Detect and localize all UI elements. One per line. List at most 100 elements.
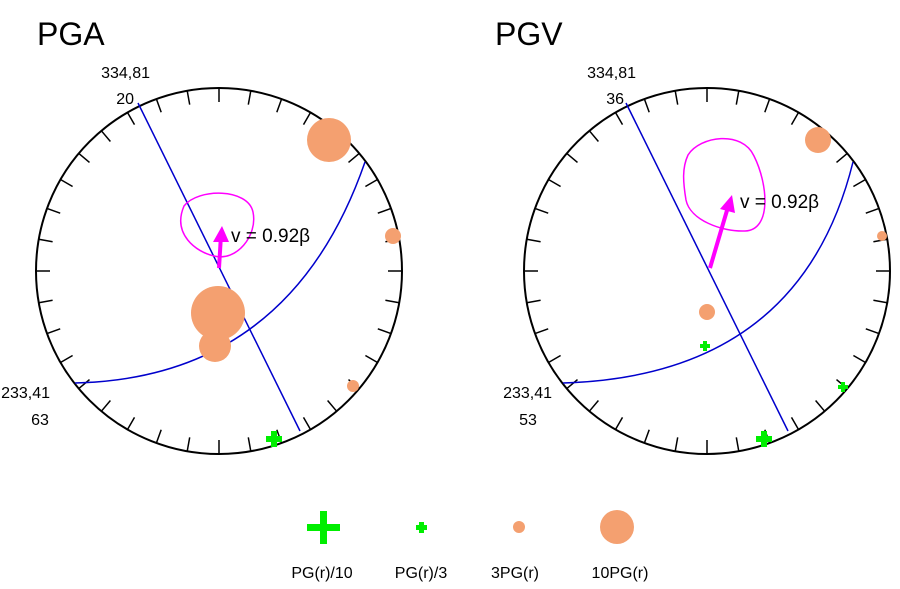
stereonet-tick <box>873 299 888 304</box>
velocity-annotation: v = 0.92β <box>740 192 819 213</box>
station-plus-marker <box>266 431 282 447</box>
stereonet-tick <box>588 130 599 142</box>
stereonet-tick <box>853 178 866 188</box>
rupture-arrow-head <box>213 226 229 242</box>
rupture-arrow-head <box>720 195 735 213</box>
station-plus-marker <box>838 382 848 392</box>
rupture-velocity-contour <box>180 192 255 258</box>
station-marker <box>307 118 351 162</box>
stereonet-tick <box>100 130 111 142</box>
stereonet-tick <box>815 400 826 412</box>
stereonet-tick <box>865 207 880 214</box>
stereonet-tick <box>78 379 90 390</box>
stereonet-tick <box>377 328 392 335</box>
legend-label: 3PG(r) <box>491 565 539 582</box>
stereonet-tick <box>548 354 561 364</box>
stereonet-tick <box>526 299 541 304</box>
plane1-value: 36 <box>606 91 624 108</box>
stereonet-tick <box>853 354 866 364</box>
panel-pgv: PGV 334,81 36 233,41 53 v = 0.92β <box>495 16 891 455</box>
stereonet-tick <box>60 354 73 364</box>
stereonet-tick <box>365 354 378 364</box>
stereonet-tick <box>348 152 360 163</box>
stereonet-tick <box>643 429 650 444</box>
station-marker <box>199 330 231 362</box>
stereonet-ticks <box>524 88 890 454</box>
station-plus-marker <box>756 431 772 447</box>
stereonet-tick <box>566 379 578 390</box>
station-marker <box>191 286 245 340</box>
legend-label: PG(r)/3 <box>395 565 448 582</box>
stereonet-tick <box>548 178 561 188</box>
legend-label: PG(r)/10 <box>291 565 352 582</box>
stereonet-tick <box>46 328 61 335</box>
stereonet-tick <box>385 299 400 304</box>
stereonet-tick <box>674 437 679 452</box>
stereonet-tick <box>790 417 800 430</box>
stereonet-tick <box>614 417 624 430</box>
panel-pga: PGA 334,81 20 233,41 63 v = 0.92β <box>1 16 403 455</box>
legend: PG(r)/10 PG(r)/3 3PG(r) 10PG(r) <box>291 510 648 582</box>
stereonet-tick <box>276 98 283 113</box>
stereonet-tick <box>78 152 90 163</box>
station-marker <box>699 304 715 320</box>
stereonet-tick <box>377 207 392 214</box>
stereonet-tick <box>534 207 549 214</box>
legend-label: 10PG(r) <box>592 565 649 582</box>
stereonet-tick <box>186 90 191 105</box>
stereonet-tick <box>186 437 191 452</box>
stereonet-tick <box>865 328 880 335</box>
plane2-value: 53 <box>519 412 537 429</box>
plane2-value: 63 <box>31 412 49 429</box>
plane2-label: 233,41 <box>503 385 552 402</box>
plane1-value: 20 <box>116 91 134 108</box>
stereonet-tick <box>155 98 162 113</box>
stereonet-tick <box>534 328 549 335</box>
stereonet-tick <box>566 152 578 163</box>
stereonet-tick <box>764 98 771 113</box>
nodal-plane-2 <box>74 161 366 384</box>
rupture-velocity-contour <box>682 137 766 232</box>
stereonet-tick <box>126 112 136 125</box>
stereonet-tick <box>526 238 541 243</box>
stereonet-tick <box>614 112 624 125</box>
station-marker <box>347 380 359 392</box>
nodal-plane-2 <box>562 161 854 384</box>
stereonet-tick <box>46 207 61 214</box>
legend-large-plus-symbol <box>307 511 340 544</box>
rupture-direction-arrow <box>708 206 730 269</box>
station-plus-marker <box>700 341 710 351</box>
stereonet-tick <box>735 90 740 105</box>
stereonet-circle <box>523 87 891 455</box>
station-marker <box>385 228 401 244</box>
stereonet-tick <box>126 417 136 430</box>
legend-large-circle-symbol <box>600 510 634 544</box>
stereonet-tick <box>674 90 679 105</box>
nodal-plane-1 <box>625 102 789 432</box>
stereonet-tick <box>327 400 338 412</box>
stereonet-tick <box>836 152 848 163</box>
panel-title: PGA <box>37 16 105 52</box>
panel-title: PGV <box>495 16 563 52</box>
legend-small-plus-symbol <box>416 522 427 533</box>
plane2-label: 233,41 <box>1 385 50 402</box>
stereonet-tick <box>790 112 800 125</box>
stereonet-tick <box>60 178 73 188</box>
station-marker <box>877 231 887 241</box>
stereonet-tick <box>735 437 740 452</box>
stereonet-tick <box>38 238 53 243</box>
legend-small-circle-symbol <box>513 521 525 533</box>
stereonet-tick <box>302 112 312 125</box>
stereonet-tick <box>100 400 111 412</box>
plane1-label: 334,81 <box>587 65 636 82</box>
stereonet-tick <box>302 417 312 430</box>
stereonet-tick <box>588 400 599 412</box>
stereonet-tick <box>643 98 650 113</box>
stereonet-tick <box>247 90 252 105</box>
velocity-annotation: v = 0.92β <box>231 226 310 247</box>
stereonet-tick <box>38 299 53 304</box>
plane1-label: 334,81 <box>101 65 150 82</box>
stereonet-tick <box>155 429 162 444</box>
stereonet-tick <box>365 178 378 188</box>
